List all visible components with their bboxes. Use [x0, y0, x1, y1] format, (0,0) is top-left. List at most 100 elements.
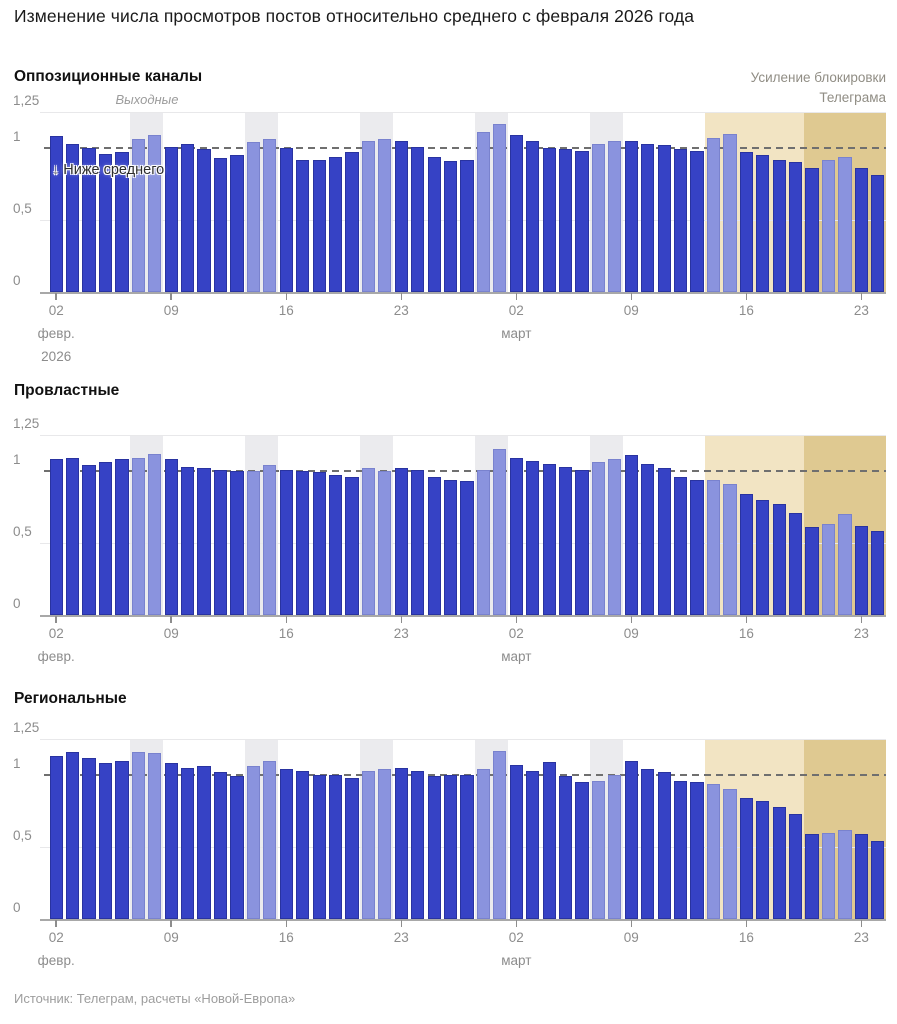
bar-weekend	[246, 142, 260, 292]
bar	[98, 462, 113, 615]
below-average-label: Ниже среднего	[63, 162, 165, 178]
bar-weekend	[821, 832, 836, 919]
x-axis-line	[40, 919, 886, 921]
chart-title: Провластные	[14, 382, 120, 399]
bar	[443, 479, 458, 615]
bar	[509, 764, 523, 919]
bar	[558, 776, 573, 919]
bar	[312, 472, 326, 615]
source-note: Источник: Телеграм, расчеты «Новой-Европ…	[14, 991, 296, 1006]
bar-weekend	[493, 750, 507, 919]
bar	[312, 159, 326, 292]
bar-weekend	[838, 156, 852, 292]
bar-weekend	[131, 139, 145, 292]
bar-weekend	[608, 775, 622, 919]
bar	[871, 531, 885, 615]
bar	[345, 777, 359, 919]
bar	[181, 143, 195, 292]
x-axis-tick	[630, 616, 633, 623]
bar	[789, 813, 803, 919]
bar	[427, 476, 441, 615]
x-axis-tick	[860, 616, 863, 623]
bar	[394, 140, 408, 292]
bar	[98, 763, 113, 919]
bar	[772, 806, 786, 919]
bar	[542, 762, 556, 919]
bar-weekend	[476, 469, 491, 615]
bar	[789, 162, 803, 292]
bar	[739, 494, 753, 615]
bar-weekend	[263, 465, 277, 615]
x-axis-month-label: февр.	[37, 326, 75, 341]
x-axis-tick	[285, 293, 287, 300]
bar-weekend	[378, 471, 392, 615]
bar	[49, 756, 63, 919]
bar-weekend	[131, 751, 145, 919]
bar	[854, 834, 868, 919]
bar	[328, 775, 343, 919]
bar	[460, 159, 474, 292]
x-axis-label: 09	[163, 930, 179, 945]
bar	[345, 152, 359, 292]
bar	[115, 152, 129, 292]
bar-weekend	[821, 159, 836, 292]
bar	[756, 800, 770, 919]
x-axis-tick	[515, 616, 518, 623]
bar	[66, 458, 80, 615]
bar-weekend	[148, 753, 162, 919]
y-axis-label: 0	[13, 273, 21, 288]
bar-weekend	[706, 479, 721, 615]
bar	[871, 175, 885, 292]
y-axis-label: 1,25	[13, 93, 40, 108]
bar-weekend	[723, 483, 737, 615]
x-axis-month-label: март	[501, 326, 532, 341]
y-axis-label: 0	[13, 596, 21, 611]
bar	[657, 468, 671, 615]
bar	[82, 757, 96, 919]
bar	[197, 468, 211, 615]
x-axis-tick	[745, 293, 748, 300]
bar	[854, 525, 868, 615]
bar	[542, 148, 556, 292]
bar	[394, 468, 408, 615]
x-axis-label: 09	[623, 930, 639, 945]
y-axis-label: 1	[13, 452, 21, 467]
bar	[49, 459, 63, 615]
bar-weekend	[591, 780, 606, 919]
bar-weekend	[608, 140, 622, 292]
average-line	[44, 470, 886, 472]
bar-weekend	[263, 139, 277, 292]
bar-weekend	[723, 789, 737, 919]
y-axis-label: 0,5	[13, 201, 32, 216]
bar	[558, 149, 573, 292]
bar-weekend	[263, 760, 277, 919]
blocking-annotation-line1: Усиление блокировки	[750, 70, 886, 85]
bar-weekend	[723, 133, 737, 292]
x-axis-label: 23	[853, 930, 869, 945]
blocking-annotation: Усиление блокировки Телеграма	[751, 68, 886, 108]
bar	[411, 770, 425, 919]
y-axis-label: 1	[13, 756, 21, 771]
bar	[509, 458, 523, 615]
blocking-zone-light	[705, 112, 804, 292]
gridline-125	[40, 112, 886, 113]
bar	[575, 782, 589, 919]
bar-weekend	[148, 135, 162, 292]
page-title: Изменение числа просмотров постов относи…	[14, 6, 695, 26]
bar-weekend	[591, 143, 606, 292]
bar	[411, 469, 425, 615]
bar	[624, 760, 638, 919]
bar	[772, 504, 786, 615]
x-axis-label: 09	[623, 303, 639, 318]
x-axis-label: 23	[393, 930, 409, 945]
bar	[690, 782, 704, 919]
bar	[805, 168, 819, 292]
x-axis-label: 16	[738, 303, 754, 318]
bar	[197, 766, 211, 919]
y-axis-label: 1	[13, 129, 21, 144]
x-axis-label: 09	[623, 626, 639, 641]
blocking-zone-light	[705, 739, 804, 919]
bar	[411, 146, 425, 292]
bar	[772, 159, 786, 292]
x-axis-label: 09	[163, 626, 179, 641]
